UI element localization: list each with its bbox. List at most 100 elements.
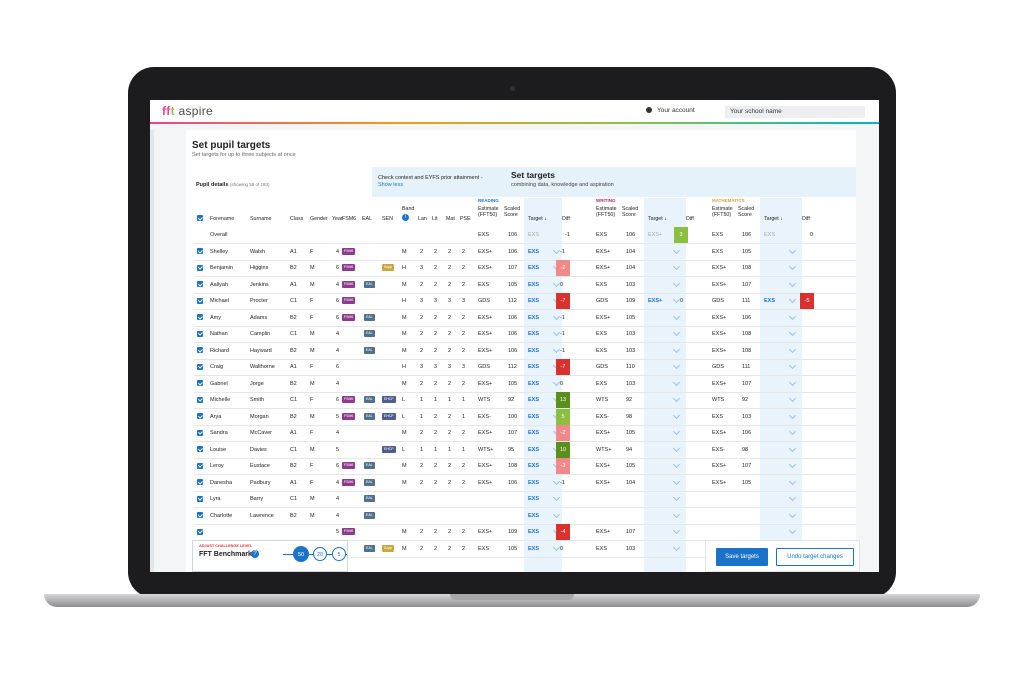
row-checkbox[interactable] bbox=[197, 462, 203, 469]
chevron-down-icon[interactable] bbox=[788, 477, 797, 485]
chevron-down-icon[interactable] bbox=[552, 477, 561, 485]
school-selector[interactable]: Your school name bbox=[725, 106, 865, 118]
row-checkbox[interactable] bbox=[197, 446, 203, 452]
chevron-down-icon[interactable] bbox=[788, 295, 797, 304]
show-less-link[interactable]: Show less bbox=[378, 182, 404, 188]
chevron-down-icon[interactable] bbox=[788, 262, 797, 271]
chevron-down-icon[interactable] bbox=[672, 378, 681, 386]
chevron-down-icon[interactable] bbox=[672, 493, 681, 502]
select-all-checkbox[interactable] bbox=[197, 215, 203, 221]
chevron-down-icon[interactable] bbox=[672, 460, 681, 469]
chevron-down-icon[interactable] bbox=[552, 328, 561, 337]
account-link[interactable]: Your account bbox=[646, 107, 695, 114]
math-score: 105 bbox=[742, 248, 752, 255]
chevron-down-icon[interactable] bbox=[552, 246, 561, 254]
row-checkbox[interactable] bbox=[197, 297, 203, 304]
col-gender[interactable]: Gender bbox=[310, 216, 328, 222]
chevron-down-icon[interactable] bbox=[672, 394, 681, 403]
surname: Eustace bbox=[250, 463, 270, 469]
col-sen[interactable]: SEN bbox=[382, 216, 393, 222]
col-eal[interactable]: EAL bbox=[362, 216, 373, 222]
chevron-down-icon[interactable] bbox=[788, 526, 797, 535]
benchmark-option-20[interactable]: 20 bbox=[313, 547, 327, 561]
row-checkbox[interactable] bbox=[197, 248, 203, 254]
write-estimate: WTS bbox=[596, 397, 609, 403]
row-checkbox[interactable] bbox=[197, 512, 203, 518]
chevron-down-icon[interactable] bbox=[788, 345, 797, 353]
col-target[interactable]: Target ↓ bbox=[764, 216, 783, 222]
chevron-down-icon[interactable] bbox=[788, 411, 797, 419]
chevron-down-icon[interactable] bbox=[788, 378, 797, 386]
chevron-down-icon[interactable] bbox=[672, 246, 681, 254]
chevron-down-icon[interactable] bbox=[788, 246, 797, 254]
chevron-down-icon[interactable] bbox=[672, 328, 681, 337]
col-surname[interactable]: Surname bbox=[250, 216, 272, 222]
chevron-down-icon[interactable] bbox=[672, 543, 681, 551]
save-targets-button[interactable]: Save targets bbox=[716, 548, 768, 566]
chevron-down-icon[interactable] bbox=[788, 312, 797, 320]
chevron-down-icon[interactable] bbox=[552, 312, 561, 320]
band-info-icon[interactable]: i bbox=[402, 214, 409, 221]
chevron-down-icon[interactable] bbox=[788, 510, 797, 518]
chevron-down-icon[interactable] bbox=[672, 361, 681, 370]
row-checkbox[interactable] bbox=[197, 363, 203, 370]
chevron-down-icon[interactable] bbox=[788, 279, 797, 287]
row-checkbox[interactable] bbox=[197, 429, 203, 436]
row-checkbox[interactable] bbox=[197, 380, 203, 386]
read-diff: -7 bbox=[556, 359, 570, 375]
row-checkbox[interactable] bbox=[197, 347, 203, 353]
chevron-down-icon[interactable] bbox=[552, 279, 561, 287]
col-year[interactable]: Year bbox=[332, 216, 343, 222]
row-checkbox[interactable] bbox=[197, 264, 203, 271]
col-target[interactable]: Target ↓ bbox=[528, 216, 547, 222]
chevron-down-icon[interactable] bbox=[788, 328, 797, 337]
row-checkbox[interactable] bbox=[197, 528, 203, 535]
col-fsm6[interactable]: FSM6 bbox=[342, 216, 357, 222]
app-logo[interactable]: fft aspire bbox=[162, 104, 213, 118]
chevron-down-icon[interactable] bbox=[672, 427, 681, 436]
row-checkbox[interactable] bbox=[197, 396, 203, 403]
read-score: 106 bbox=[508, 248, 518, 255]
chevron-down-icon[interactable] bbox=[552, 345, 561, 353]
col-class[interactable]: Class bbox=[290, 216, 304, 222]
chevron-down-icon[interactable] bbox=[788, 444, 797, 452]
help-icon[interactable]: ? bbox=[251, 550, 259, 558]
col-target[interactable]: Target ↓ bbox=[648, 216, 667, 222]
chevron-down-icon[interactable] bbox=[788, 460, 797, 469]
chevron-down-icon[interactable] bbox=[788, 394, 797, 403]
math-score: 106 bbox=[742, 232, 752, 238]
math-score: 106 bbox=[742, 430, 752, 436]
math-score: 105 bbox=[742, 479, 752, 486]
benchmark-option-50[interactable]: 50 bbox=[293, 546, 309, 562]
row-checkbox[interactable] bbox=[197, 330, 203, 337]
chevron-down-icon[interactable] bbox=[672, 295, 681, 304]
col-forename[interactable]: Forename bbox=[210, 216, 235, 222]
chevron-down-icon[interactable] bbox=[672, 345, 681, 353]
chevron-down-icon[interactable] bbox=[788, 361, 797, 370]
chevron-down-icon[interactable] bbox=[672, 526, 681, 535]
chevron-down-icon[interactable] bbox=[788, 427, 797, 436]
chevron-down-icon[interactable] bbox=[788, 493, 797, 502]
row-checkbox[interactable] bbox=[197, 281, 203, 287]
benchmark-option-5[interactable]: 5 bbox=[332, 547, 346, 561]
chevron-down-icon[interactable] bbox=[672, 510, 681, 518]
row-checkbox[interactable] bbox=[197, 479, 203, 485]
row-checkbox[interactable] bbox=[197, 495, 203, 502]
chevron-down-icon[interactable] bbox=[552, 378, 561, 386]
undo-target-changes-button[interactable]: Undo target changes bbox=[776, 548, 854, 566]
chevron-down-icon[interactable] bbox=[672, 262, 681, 271]
row-checkbox[interactable] bbox=[197, 413, 203, 419]
overall-row: Overall EXS 106 EXS -1 EXS 106 EXS+ 3 EXS 106 EXS 0 bbox=[194, 227, 856, 244]
chevron-down-icon[interactable] bbox=[552, 543, 561, 551]
row-checkbox[interactable] bbox=[197, 314, 203, 320]
chevron-down-icon[interactable] bbox=[672, 477, 681, 485]
math-score: 108 bbox=[742, 347, 752, 354]
chevron-down-icon[interactable] bbox=[672, 279, 681, 287]
table-row: Gabriel Jorge B2 M 4 M 2 2 2 2 EXS+ 105 EXS 0 EXS 103 EX… bbox=[194, 376, 856, 393]
chevron-down-icon[interactable] bbox=[552, 493, 561, 502]
chevron-down-icon[interactable] bbox=[672, 444, 681, 452]
write-score: 104 bbox=[626, 265, 636, 271]
chevron-down-icon[interactable] bbox=[672, 411, 681, 419]
chevron-down-icon[interactable] bbox=[672, 312, 681, 320]
chevron-down-icon[interactable] bbox=[552, 510, 561, 518]
